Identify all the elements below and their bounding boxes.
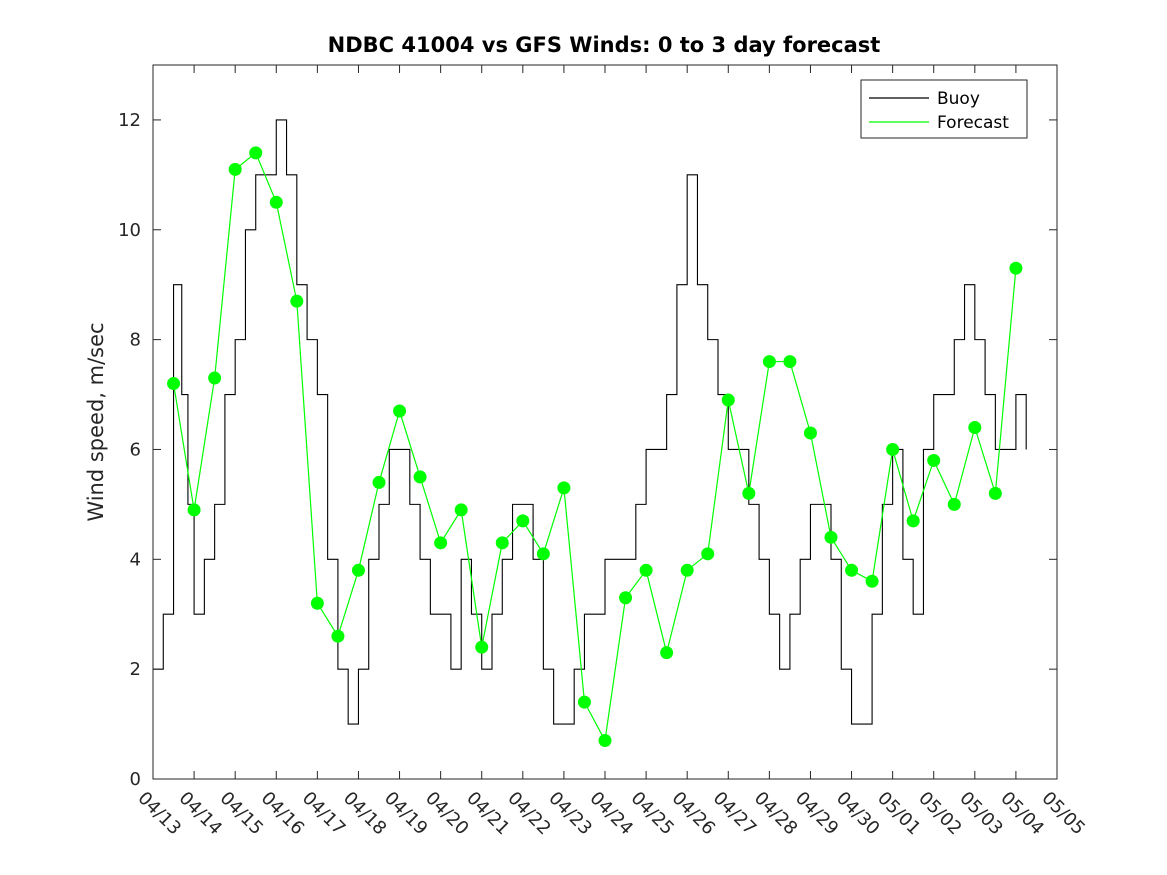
forecast-point — [721, 393, 735, 407]
forecast-point — [968, 420, 982, 434]
forecast-point — [783, 355, 797, 369]
forecast-point — [639, 563, 653, 577]
legend-box — [860, 79, 1028, 139]
y-tick-label: 0 — [130, 769, 141, 790]
forecast-point — [434, 536, 448, 550]
forecast-point — [762, 355, 776, 369]
forecast-point — [947, 497, 961, 511]
forecast-point — [393, 404, 407, 418]
forecast-point — [1009, 261, 1023, 275]
forecast-point — [886, 442, 900, 456]
forecast-point — [824, 530, 838, 544]
forecast-point — [557, 481, 571, 495]
forecast-point — [701, 547, 715, 561]
forecast-point — [228, 162, 242, 176]
y-tick-label: 12 — [118, 110, 141, 131]
forecast-point — [988, 486, 1002, 500]
forecast-point — [803, 426, 817, 440]
forecast-point — [269, 195, 283, 209]
forecast-point — [331, 629, 345, 643]
y-axis-label: Wind speed, m/sec — [84, 322, 108, 521]
forecast-point — [536, 547, 550, 561]
forecast-point — [454, 503, 468, 517]
forecast-point — [310, 596, 324, 610]
forecast-point — [249, 146, 263, 160]
plot-area — [152, 64, 1058, 780]
forecast-point — [187, 503, 201, 517]
y-tick-label: 4 — [130, 549, 141, 570]
forecast-point — [208, 371, 222, 385]
forecast-point — [495, 536, 509, 550]
forecast-point — [906, 514, 920, 528]
forecast-point — [865, 574, 879, 588]
y-tick-label: 2 — [130, 659, 141, 680]
y-tick-label: 6 — [130, 439, 141, 460]
forecast-point — [372, 475, 386, 489]
forecast-point — [742, 486, 756, 500]
chart-title: NDBC 41004 vs GFS Winds: 0 to 3 day fore… — [328, 33, 881, 57]
y-tick-label: 8 — [130, 330, 141, 351]
forecast-point — [413, 470, 427, 484]
forecast-point — [577, 695, 591, 709]
forecast-point — [475, 640, 489, 654]
y-tick-label: 10 — [118, 220, 141, 241]
forecast-point — [927, 453, 941, 467]
forecast-point — [845, 563, 859, 577]
legend-forecast-label: Forecast — [937, 113, 1009, 133]
series-layer — [153, 119, 1027, 748]
forecast-point — [660, 646, 674, 660]
forecast-point — [598, 734, 612, 748]
legend-buoy-label: Buoy — [937, 89, 980, 109]
legend: Buoy Forecast — [860, 79, 1028, 139]
forecast-point — [290, 294, 304, 308]
forecast-point — [516, 514, 530, 528]
forecast-point — [351, 563, 365, 577]
forecast-line — [172, 151, 1017, 743]
forecast-point — [619, 591, 633, 605]
buoy-line — [153, 119, 1027, 725]
forecast-point — [167, 377, 181, 391]
forecast-point — [680, 563, 694, 577]
